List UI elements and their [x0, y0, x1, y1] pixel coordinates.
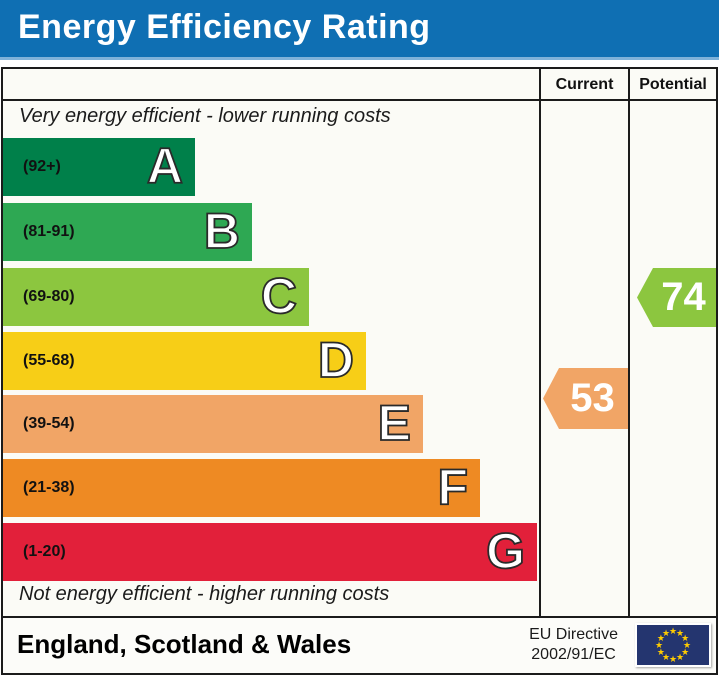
band-b: (81-91) B	[3, 203, 252, 261]
current-column-divider	[539, 69, 541, 616]
eu-directive-line1: EU Directive	[529, 626, 618, 643]
bottom-caption: Not energy efficient - higher running co…	[19, 583, 390, 605]
potential-rating-arrow: 74	[637, 268, 716, 327]
top-caption: Very energy efficient - lower running co…	[19, 105, 391, 127]
eu-star-icon	[661, 628, 671, 638]
title-bar: Energy Efficiency Rating	[0, 0, 719, 60]
band-g-range: (1-20)	[23, 543, 66, 560]
band-f-letter: F	[437, 459, 469, 515]
band-f: (21-38) F	[3, 459, 480, 517]
rating-chart: Current Potential Very energy efficient …	[1, 67, 718, 618]
potential-rating-value: 74	[661, 275, 706, 319]
current-rating-arrow: 53	[543, 368, 628, 429]
band-b-range: (81-91)	[23, 223, 75, 240]
band-a: (92+) A	[3, 138, 195, 196]
band-c-letter: C	[260, 268, 298, 324]
band-a-letter: A	[146, 138, 184, 194]
footer-bar: England, Scotland & Wales EU Directive 2…	[1, 618, 718, 675]
column-header-row: Current Potential	[3, 69, 716, 101]
band-c-range: (69-80)	[23, 288, 75, 305]
band-a-range: (92+)	[23, 158, 61, 175]
band-c: (69-80) C	[3, 268, 309, 326]
band-d-letter: D	[317, 332, 355, 388]
band-e-range: (39-54)	[23, 415, 75, 432]
eu-directive-line2: 2002/91/EC	[531, 646, 616, 663]
page-title: Energy Efficiency Rating	[18, 8, 431, 46]
current-rating-value: 53	[570, 376, 615, 420]
band-b-letter: B	[203, 203, 241, 259]
band-e: (39-54) E	[3, 395, 423, 453]
current-column-header: Current	[555, 76, 614, 93]
band-g: (1-20) G	[3, 523, 537, 581]
band-g-letter: G	[485, 523, 526, 579]
band-f-range: (21-38)	[23, 479, 75, 496]
region-label: England, Scotland & Wales	[17, 629, 352, 659]
band-d-range: (55-68)	[23, 352, 75, 369]
potential-column-header: Potential	[639, 76, 707, 93]
band-d: (55-68) D	[3, 332, 366, 390]
band-e-letter: E	[377, 395, 412, 451]
potential-column-divider	[628, 69, 630, 616]
eu-flag-icon	[635, 623, 711, 667]
eu-directive-text: EU Directive 2002/91/EC	[529, 625, 618, 665]
